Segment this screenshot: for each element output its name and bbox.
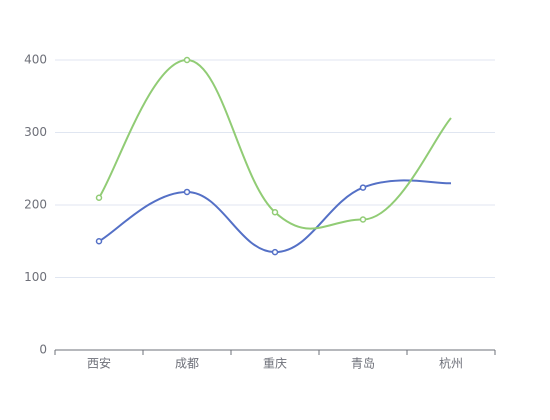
point-marker (95, 194, 103, 201)
point-marker (183, 56, 191, 64)
y-tick-label: 100 (24, 270, 47, 284)
x-tick-label: 重庆 (263, 357, 287, 371)
point-marker (271, 209, 279, 216)
point-marker (359, 216, 367, 223)
point-marker (95, 238, 103, 245)
y-tick-label: 400 (24, 53, 47, 67)
y-tick-label: 0 (39, 343, 47, 357)
y-tick-label: 300 (24, 125, 47, 139)
x-tick-label: 青岛 (351, 356, 375, 371)
series-line (98, 179, 452, 254)
x-tick-label: 成都 (175, 357, 199, 371)
series-line (98, 58, 452, 230)
point-marker (183, 188, 191, 196)
y-tick-label: 200 (24, 198, 47, 212)
point-marker (359, 184, 367, 191)
x-tick-label: 西安 (87, 356, 111, 371)
point-marker (271, 248, 279, 256)
x-tick-label: 杭州 (439, 356, 463, 371)
